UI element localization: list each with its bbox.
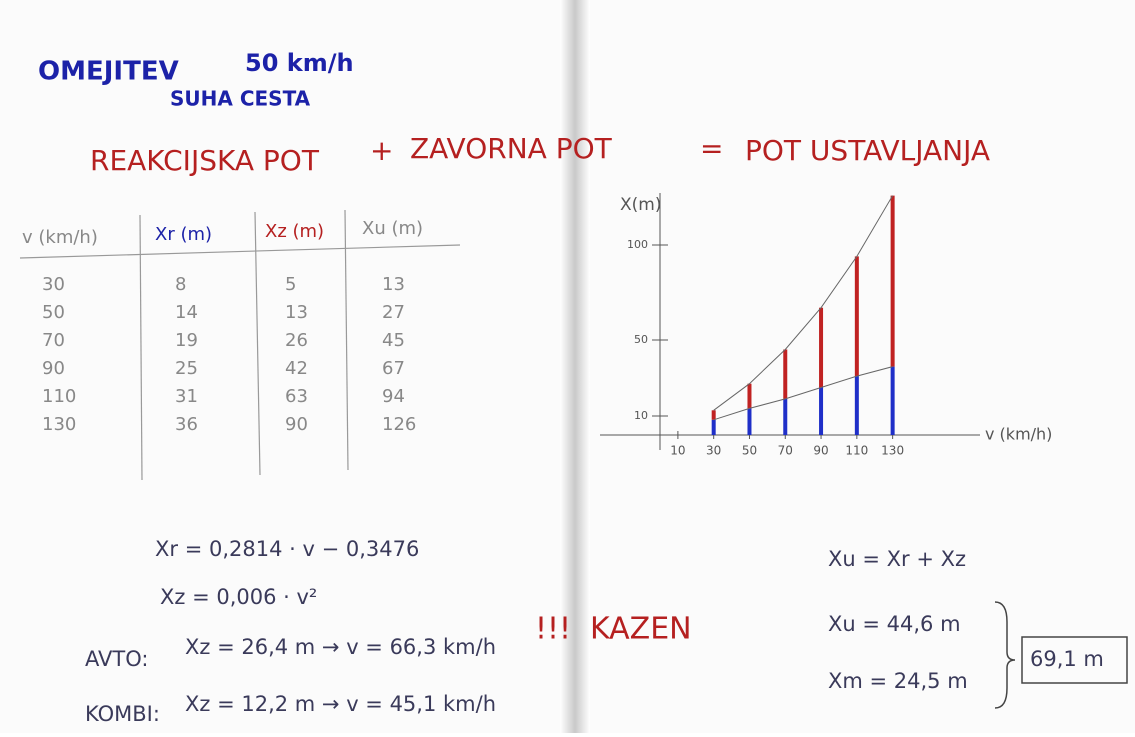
bar-segment	[711, 419, 716, 435]
eq-part: REAKCIJSKA POT	[90, 144, 320, 177]
table-cell: 70	[42, 330, 65, 351]
eq-part: =	[700, 132, 723, 165]
formula: Xz = 12,2 m → v = 45,1 km/h	[185, 692, 496, 716]
table-cell: 42	[285, 358, 308, 379]
x-tick-label: 50	[742, 444, 757, 458]
table-cell: 31	[175, 386, 198, 407]
penalty: KAZEN	[590, 612, 692, 647]
formula: Xz = 0,006 · v²	[160, 585, 317, 609]
table-cell: 27	[382, 302, 405, 323]
bar-segment	[854, 256, 859, 377]
table-header: Xu (m)	[362, 218, 423, 239]
total: 69,1 m	[1030, 647, 1104, 671]
table-cell: 126	[382, 414, 416, 435]
table-header: Xr (m)	[155, 224, 212, 245]
table-cell: 110	[42, 386, 76, 407]
formula: Xz = 26,4 m → v = 66,3 km/h	[185, 635, 496, 659]
title: OMEJITEV	[38, 57, 179, 87]
table-cell: 5	[285, 274, 296, 295]
x-axis-label: v (km/h)	[985, 425, 1052, 444]
table-cell: 50	[42, 302, 65, 323]
bar-segment	[747, 408, 752, 435]
table-cell: 36	[175, 414, 198, 435]
table-cell: 67	[382, 358, 405, 379]
table-header: v (km/h)	[22, 227, 98, 248]
table-cell: 94	[382, 386, 405, 407]
label: AVTO:	[85, 647, 148, 671]
table-lines	[19, 209, 461, 481]
y-axis-label: X(m)	[620, 195, 661, 215]
trend-line	[713, 366, 893, 421]
table-cell: 14	[175, 302, 198, 323]
alarm: !!!	[535, 612, 571, 647]
bar-segment	[747, 383, 752, 409]
table-cell: 130	[42, 414, 76, 435]
formula: Xu = Xr + Xz	[828, 547, 966, 571]
formula: Xm = 24,5 m	[828, 669, 968, 693]
x-tick-label: 90	[813, 444, 828, 458]
x-tick-label: 30	[706, 444, 721, 458]
x-tick-label: 110	[845, 444, 868, 458]
y-tick-label: 50	[634, 333, 648, 346]
brace	[994, 601, 1016, 709]
table-cell: 19	[175, 330, 198, 351]
result-box	[1021, 636, 1128, 684]
eq-part: +	[370, 134, 393, 167]
table-cell: 30	[42, 274, 65, 295]
label: KOMBI:	[85, 702, 160, 726]
formula: Xr = 0,2814 · v − 0,3476	[155, 537, 419, 561]
y-tick-label: 10	[634, 409, 648, 422]
x-tick-label: 130	[881, 444, 904, 458]
bar-segment	[890, 366, 895, 435]
bar-segment	[890, 195, 895, 367]
fold	[560, 0, 590, 733]
table-cell: 13	[382, 274, 405, 295]
bar-segment	[854, 376, 859, 435]
eq-part: ZAVORNA POT	[410, 132, 613, 165]
table-cell: 45	[382, 330, 405, 351]
subtitle: SUHA CESTA	[170, 87, 311, 111]
bar-segment	[783, 398, 788, 435]
x-tick-label: 10	[670, 444, 685, 458]
bar-segment	[783, 349, 788, 399]
table-cell: 90	[42, 358, 65, 379]
bar-segment	[819, 387, 824, 435]
table-cell: 8	[175, 274, 186, 295]
y-tick-label: 100	[627, 238, 648, 251]
table-cell: 90	[285, 414, 308, 435]
table-cell: 26	[285, 330, 308, 351]
table-cell: 25	[175, 358, 198, 379]
eq-part: POT USTAVLJANJA	[745, 134, 990, 167]
table-header: Xz (m)	[265, 221, 324, 242]
bar-segment	[819, 307, 824, 388]
trend-line	[713, 195, 894, 411]
chart: X(m) v (km/h) 10 50 100 10 30 50 70 90 110 130	[600, 193, 1052, 458]
table-cell: 13	[285, 302, 308, 323]
table: v (km/h) Xr (m) Xz (m) Xu (m) 30 8 5 13 50 14 13 27…	[22, 218, 423, 435]
table-cell: 63	[285, 386, 308, 407]
bar-segment	[711, 410, 716, 420]
x-tick-label: 70	[778, 444, 793, 458]
formula: Xu = 44,6 m	[828, 612, 961, 636]
limit: 50 km/h	[245, 49, 354, 77]
